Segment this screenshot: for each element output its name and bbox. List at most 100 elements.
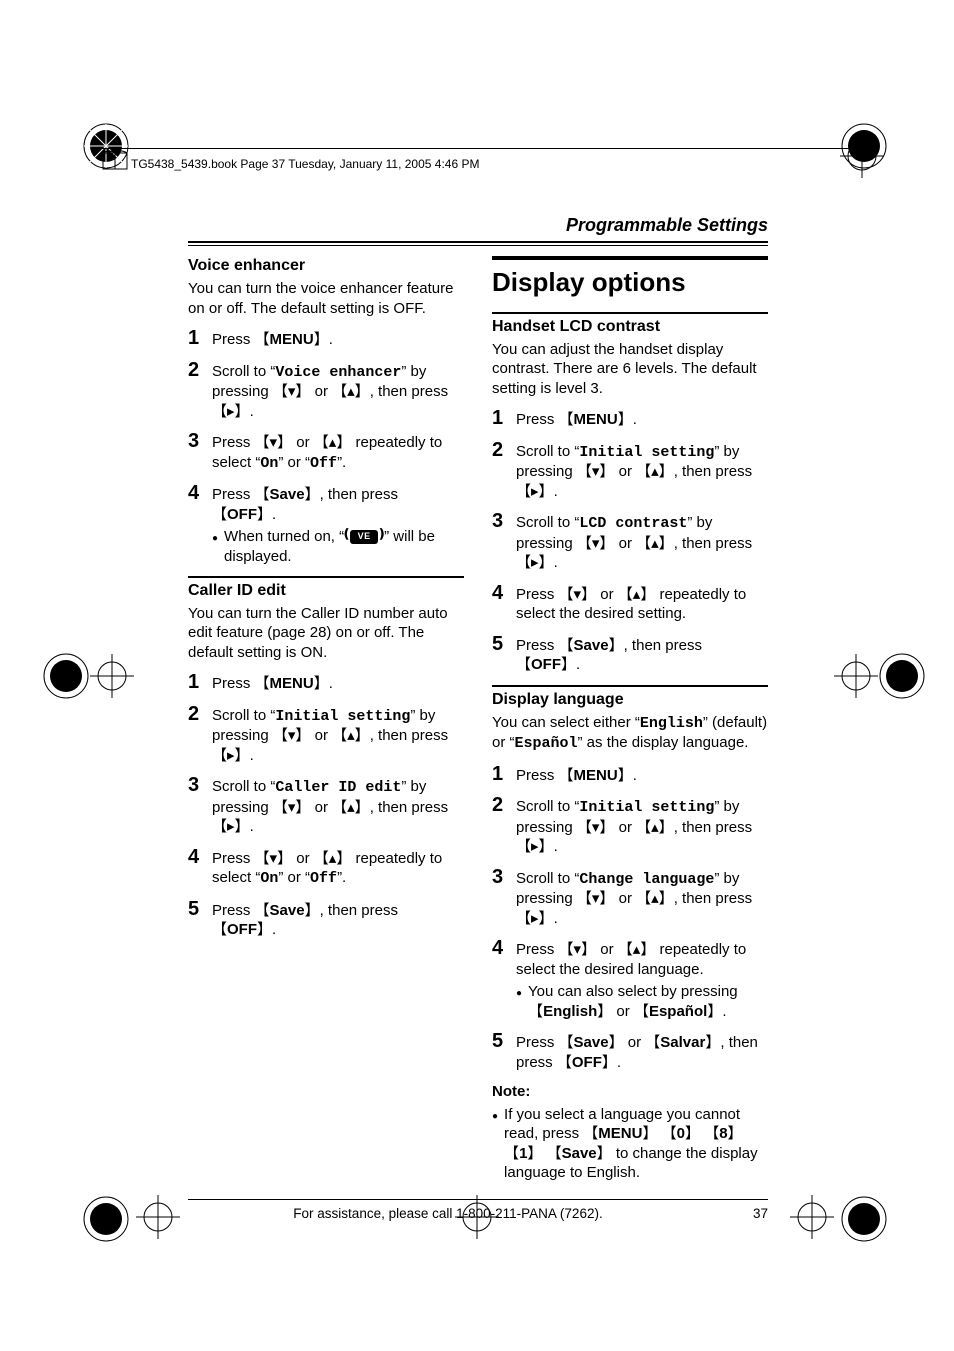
step-number: 3 (188, 775, 204, 795)
step-number: 1 (188, 328, 204, 348)
page-number: 37 (708, 1205, 768, 1223)
crosshair-icon (90, 654, 134, 698)
menu-item-label: Caller ID edit (275, 779, 401, 796)
step: 2 Scroll to “Initial setting” by pressin… (492, 440, 768, 502)
text: . (576, 656, 580, 673)
menu-item-label: LCD contrast (579, 515, 687, 532)
step-number: 4 (188, 483, 204, 503)
note-list: If you select a language you cannot read… (492, 1105, 768, 1183)
menu-button: MENU (559, 767, 633, 784)
text: Press (212, 675, 255, 692)
sub-note: You can also select by pressing English … (516, 982, 768, 1021)
text: You can select either “ (492, 714, 640, 731)
up-key-icon (332, 727, 370, 744)
step-number: 2 (492, 440, 508, 460)
save-button: Save (547, 1145, 612, 1162)
down-key-icon (577, 819, 615, 836)
footer-assist: For assistance, please call 1-800-211-PA… (188, 1205, 708, 1223)
heading-voice-enhancer: Voice enhancer (188, 256, 464, 277)
rule (188, 241, 768, 243)
digit-button: 1 (504, 1145, 542, 1162)
text: . (250, 818, 254, 835)
up-key-icon (314, 850, 352, 867)
digit-button: 8 (704, 1125, 742, 1142)
up-key-icon (636, 535, 674, 552)
save-button: Save (559, 1034, 624, 1051)
text: . (633, 767, 637, 784)
text: . (617, 1054, 621, 1071)
step-number: 5 (492, 634, 508, 654)
up-key-icon (636, 819, 674, 836)
footer: For assistance, please call 1-800-211-PA… (188, 1199, 768, 1223)
down-key-icon (559, 586, 597, 603)
menu-button: MENU (583, 1125, 657, 1142)
step: 1 Press MENU. (492, 408, 768, 430)
step-number: 2 (188, 360, 204, 380)
text: , then press (674, 819, 752, 836)
step: 4 Press or repeatedly to select the desi… (492, 583, 768, 624)
text: Press (516, 941, 559, 958)
heading-display-language: Display language (492, 685, 768, 711)
down-key-icon (577, 535, 615, 552)
right-key-icon (212, 403, 250, 420)
step-number: 2 (188, 704, 204, 724)
heading-caller-id: Caller ID edit (188, 576, 464, 602)
menu-item-label: Initial setting (275, 708, 410, 725)
text: . (272, 921, 276, 938)
page: TG5438_5439.book Page 37 Tuesday, Januar… (0, 0, 954, 1351)
text: Press (212, 902, 255, 919)
paragraph: You can adjust the handset display contr… (492, 340, 768, 399)
register-mark-icon (78, 1191, 134, 1247)
text: . (554, 483, 558, 500)
bullet-icon (516, 982, 522, 1021)
text: . (250, 747, 254, 764)
menu-button: MENU (255, 331, 329, 348)
menu-button: MENU (255, 675, 329, 692)
step: 2 Scroll to “Initial setting” by pressin… (188, 704, 464, 766)
text: . (329, 331, 333, 348)
step: 3 Scroll to “Caller ID edit” by pressing… (188, 775, 464, 837)
right-key-icon (516, 838, 554, 855)
step-number: 4 (188, 847, 204, 867)
step: 4 Press Save, then press OFF. When turne… (188, 483, 464, 566)
menu-item-label: Initial setting (579, 444, 714, 461)
off-button: OFF (212, 506, 272, 523)
step: 3 Scroll to “LCD contrast” by pressing o… (492, 511, 768, 573)
right-key-icon (516, 483, 554, 500)
off-button: OFF (516, 656, 576, 673)
text: ”. (337, 869, 346, 886)
text: ”. (337, 454, 346, 471)
text: Press (212, 486, 255, 503)
left-column: Voice enhancer You can turn the voice en… (188, 256, 464, 1182)
save-button: Save (255, 902, 320, 919)
down-key-icon (273, 383, 311, 400)
up-key-icon (332, 799, 370, 816)
text: to change the display language to Englis… (504, 1145, 758, 1182)
text: . (554, 838, 558, 855)
step-number: 2 (492, 795, 508, 815)
text: . (329, 675, 333, 692)
option-label: Español (515, 735, 578, 752)
steps-list: 1 Press MENU. 2 Scroll to “Initial setti… (188, 672, 464, 940)
option-label: On (260, 455, 278, 472)
down-key-icon (577, 890, 615, 907)
crosshair-icon (790, 1195, 834, 1239)
option-label: English (640, 715, 703, 732)
note-item: If you select a language you cannot read… (492, 1105, 768, 1183)
step-number: 5 (188, 899, 204, 919)
step: 1 Press MENU. (492, 764, 768, 786)
step-number: 3 (492, 511, 508, 531)
step-number: 4 (492, 583, 508, 603)
crosshair-icon (834, 654, 878, 698)
text: Press (212, 434, 255, 451)
text: Scroll to “ (516, 443, 579, 460)
save-button: Save (559, 637, 624, 654)
text: Press (516, 411, 559, 428)
rule (188, 245, 768, 246)
option-label: Off (310, 455, 337, 472)
right-key-icon (212, 747, 250, 764)
text: Scroll to “ (516, 798, 579, 815)
step: 4 Press or repeatedly to select the desi… (492, 938, 768, 1021)
text: You can also select by pressing (528, 983, 738, 1000)
heading-lcd-contrast: Handset LCD contrast (492, 312, 768, 338)
